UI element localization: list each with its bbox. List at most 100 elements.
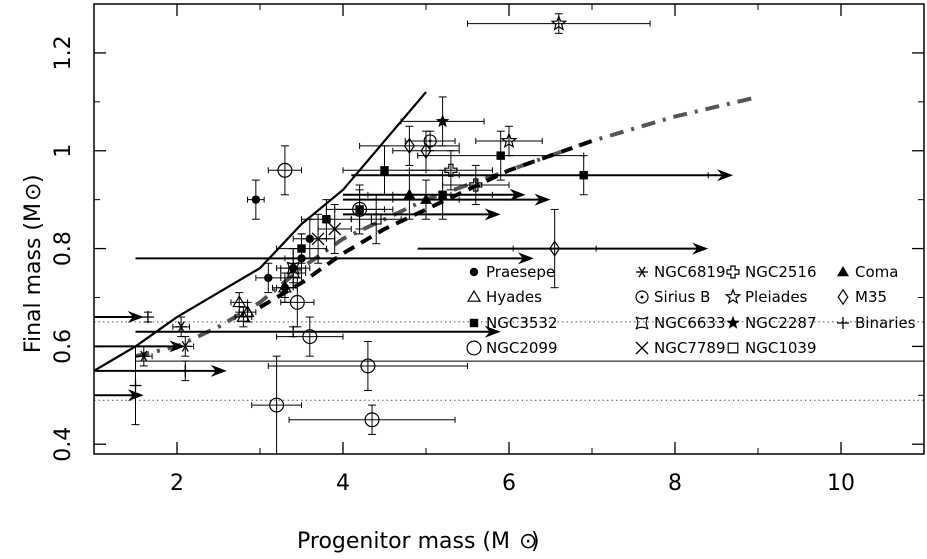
data-point [234,306,253,328]
open-triangle-marker [232,295,247,308]
data-point [280,277,315,328]
relation-curve-dash-dot-grey [135,94,759,359]
open-star-marker [550,14,568,31]
filled-square-marker [579,170,588,180]
legend-label: Binaries [855,314,916,332]
concave-square-marker [635,316,649,330]
data-point [276,248,311,289]
open-triangle-marker [466,289,482,302]
legend-label: NGC3532 [486,314,558,332]
asterisk-marker [175,321,188,333]
open-diamond-marker [837,288,849,306]
arrow-head [717,169,734,182]
x-tick-label: 4 [336,471,350,496]
y-tick-label-group: 0.8 [51,231,76,266]
data-point [301,213,336,264]
axes: 2 4 6 8 10 0.4 0.6 0.8 1 1.2 [51,3,925,496]
data-point [334,184,385,235]
legend-label: M35 [855,288,887,306]
data-point [458,155,709,196]
asterisk-marker [179,340,192,352]
data-point [408,150,493,191]
dotted-circle-marker [423,134,437,148]
data-point [238,301,257,323]
filled-square-marker [297,244,306,253]
open-star-marker [724,288,742,305]
y-tick-label: 1 [51,144,76,158]
data-point [404,130,456,152]
y-axis-label-close: ) [21,174,46,183]
y-tick-label: 0.6 [51,329,76,364]
dotted-circle-marker-dot [428,139,432,143]
y-axis-label: Final mass (M [21,203,46,353]
open-diamond-marker [420,142,432,160]
open-square-marker [727,342,739,354]
open-diamond-marker [549,240,561,257]
x-cross-marker [635,341,649,355]
filled-triangle-marker [837,266,849,277]
legend-label: NGC6633 [654,314,726,332]
filled-square-marker [496,151,505,160]
data-point [392,179,460,220]
open-star-marker [500,132,518,149]
legend-label: NGC2287 [745,314,817,332]
filled-circle-marker [469,267,479,277]
data-point [400,96,485,147]
legend-item: NGC6819 [636,263,726,281]
data-point [417,130,585,181]
open-square-marker [370,213,382,225]
open-cross-marker [469,178,483,192]
data-point [172,316,190,338]
data-point [367,169,452,220]
y-tick-label-group: 1 [51,144,76,158]
filled-triangle-marker [403,188,416,199]
plot-frame [93,3,925,455]
arrow-head [534,193,551,206]
open-cross-marker [444,163,458,177]
data-point [512,208,597,289]
legend-item: Coma [837,263,898,281]
x-cross-marker [328,222,342,236]
dotted-circle-marker [635,290,649,304]
plot-area [93,13,924,455]
asterisk-stroke [181,340,189,352]
open-circle-marker [466,340,482,356]
open-circle-marker [352,201,368,217]
y-tick-label: 1.2 [51,35,76,70]
legend-item: NGC6633 [635,314,726,332]
data-point [247,179,265,220]
filled-circle-marker [264,273,273,283]
open-circle-marker [289,294,305,310]
y-tick-label-group: 0.4 [51,427,76,462]
y-tick-label-group: 1.2 [51,35,76,70]
x-stroke [311,232,325,246]
open-triangle-marker [236,309,251,322]
legend-label: Coma [855,263,898,281]
data-point [442,164,510,206]
legend-label: Sirius B [654,288,710,306]
data-point [350,194,402,245]
arrow-head [484,325,501,338]
data-point [179,360,192,382]
data-point [359,125,460,166]
filled-star-marker [726,315,740,329]
legend-label: Hyades [486,288,542,306]
arrow-head [210,364,227,377]
asterisk-marker [636,266,648,278]
open-circle-marker [364,412,380,428]
data-point [135,345,153,367]
data-point [267,341,468,391]
data-point [176,336,195,357]
data-point [288,404,456,435]
filled-circle-marker [251,195,261,204]
legend-label: Pleiades [745,288,808,306]
x-axis-label: Progenitor mass (M [297,529,510,554]
legend-item: NGC1039 [727,339,817,357]
data-point [251,355,302,455]
legend-item: M35 [837,288,887,306]
data-point [276,316,344,357]
plus-marker [837,317,849,329]
open-triangle-marker [240,304,255,317]
x-tick-label: 8 [668,471,682,496]
